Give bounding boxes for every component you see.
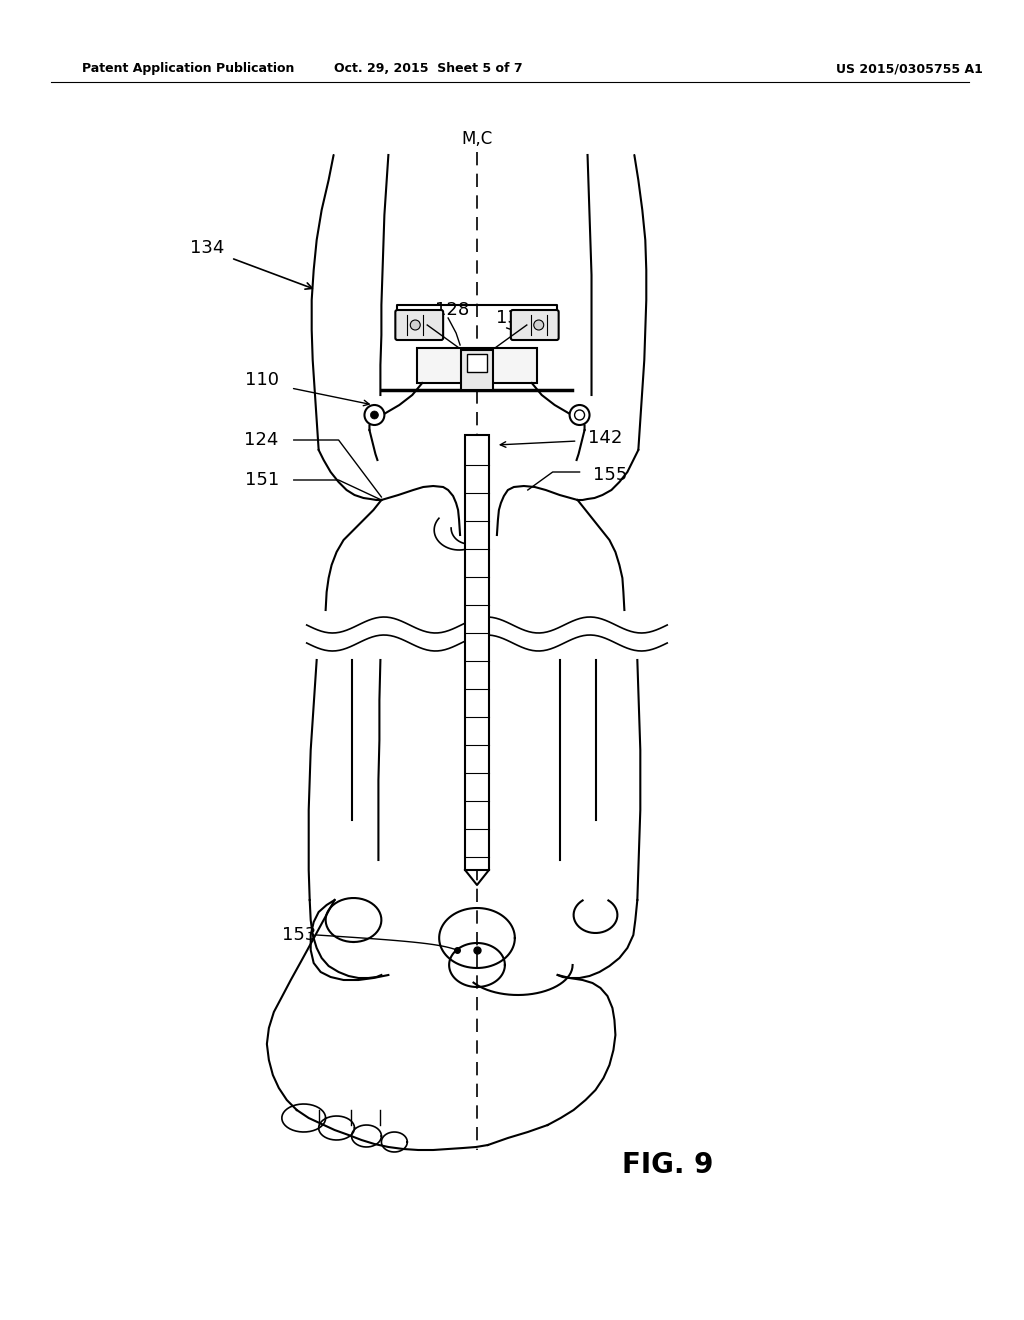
FancyBboxPatch shape bbox=[461, 350, 493, 389]
Circle shape bbox=[371, 411, 379, 418]
Text: 142: 142 bbox=[588, 429, 622, 447]
Circle shape bbox=[569, 405, 590, 425]
Bar bbox=[465, 436, 488, 870]
Text: FIG. 9: FIG. 9 bbox=[623, 1151, 714, 1179]
Text: 155: 155 bbox=[593, 466, 627, 484]
FancyBboxPatch shape bbox=[417, 348, 537, 383]
FancyBboxPatch shape bbox=[467, 354, 487, 372]
Text: M,C: M,C bbox=[462, 129, 493, 148]
Text: 151: 151 bbox=[245, 471, 279, 488]
Text: 128: 128 bbox=[435, 301, 469, 319]
Text: 136: 136 bbox=[496, 309, 530, 327]
Circle shape bbox=[411, 319, 420, 330]
FancyBboxPatch shape bbox=[511, 310, 559, 341]
Text: 124: 124 bbox=[245, 432, 279, 449]
FancyBboxPatch shape bbox=[395, 310, 443, 341]
Text: 153: 153 bbox=[283, 927, 316, 944]
Text: 134: 134 bbox=[189, 239, 224, 257]
Text: US 2015/0305755 A1: US 2015/0305755 A1 bbox=[837, 62, 983, 75]
Text: 110: 110 bbox=[245, 371, 279, 389]
Circle shape bbox=[365, 405, 384, 425]
Circle shape bbox=[534, 319, 544, 330]
Text: Oct. 29, 2015  Sheet 5 of 7: Oct. 29, 2015 Sheet 5 of 7 bbox=[334, 62, 522, 75]
Text: Patent Application Publication: Patent Application Publication bbox=[82, 62, 294, 75]
